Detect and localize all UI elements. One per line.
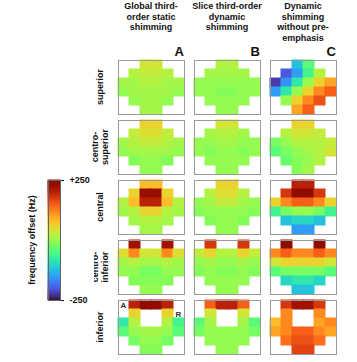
html-text:Slice third-order dynamic shim: Slice third-order dynamic shimming — [192, 1, 262, 32]
html-text:centro-superior: centro-superior — [90, 129, 110, 165]
html-text:central: central — [95, 192, 105, 222]
html-text:C: C — [326, 44, 336, 59]
html-text:B: B — [250, 44, 260, 59]
html-text:A: A — [174, 44, 184, 59]
html-text:A: A — [120, 300, 127, 309]
html-text:Global third-order static shim: Global third-order static shimming — [124, 1, 178, 32]
svg-text:-250: -250 — [70, 295, 88, 305]
html-text:R: R — [175, 309, 182, 318]
html-text:centro-inferior: centro-inferior — [90, 251, 110, 283]
html-text:inferior: inferior — [95, 311, 105, 343]
html-text:superior: superior — [95, 69, 105, 105]
svg-text:+250: +250 — [70, 175, 90, 185]
html-text:Dynamic shimming without pre-e: Dynamic shimming without pre-emphasis — [277, 1, 329, 43]
html-text:frequency offset (Hz): frequency offset (Hz) — [27, 195, 37, 285]
